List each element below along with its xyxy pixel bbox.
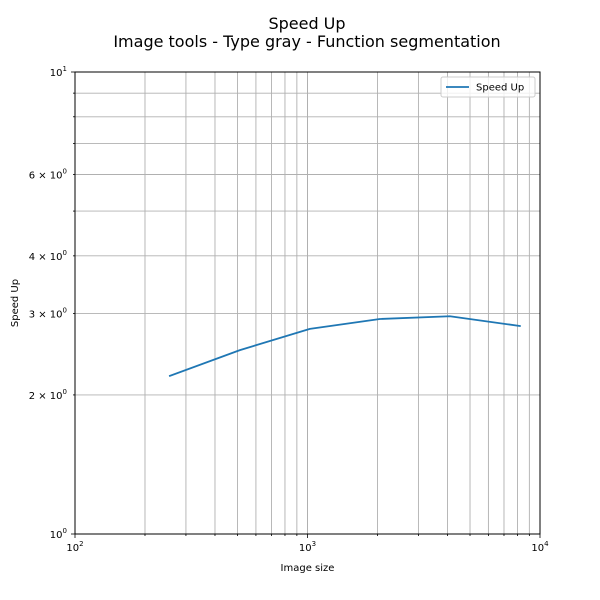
x-tick-label: 103 [299,540,316,554]
chart-subtitle: Image tools - Type gray - Function segme… [113,32,500,51]
series-line [168,315,521,377]
series-layer [168,315,521,377]
y-tick-label: 4 × 100 [29,249,67,263]
y-tick-label: 2 × 100 [29,388,67,402]
legend-label: Speed Up [476,83,524,94]
y-axis-label: Speed Up [10,279,21,327]
legend-box [440,76,536,98]
grid-lines [74,71,541,535]
x-tick-labels: 102 103 104 [66,540,549,554]
y-tick-label: 3 × 100 [29,307,67,321]
x-tick-label: 104 [531,540,549,554]
chart-title: Speed Up [268,14,345,33]
y-tick-label: 6 × 100 [29,167,67,181]
legend: Speed Up [440,76,536,98]
plot-frame [74,71,541,535]
x-axis-label: Image size [281,563,335,574]
y-tick-label: 100 [50,527,67,541]
y-tick-label: 101 [50,65,67,79]
x-tick-label: 102 [66,540,83,554]
y-tick-labels: 100 2 × 100 3 × 100 4 × 100 6 × 100 101 [29,65,67,541]
